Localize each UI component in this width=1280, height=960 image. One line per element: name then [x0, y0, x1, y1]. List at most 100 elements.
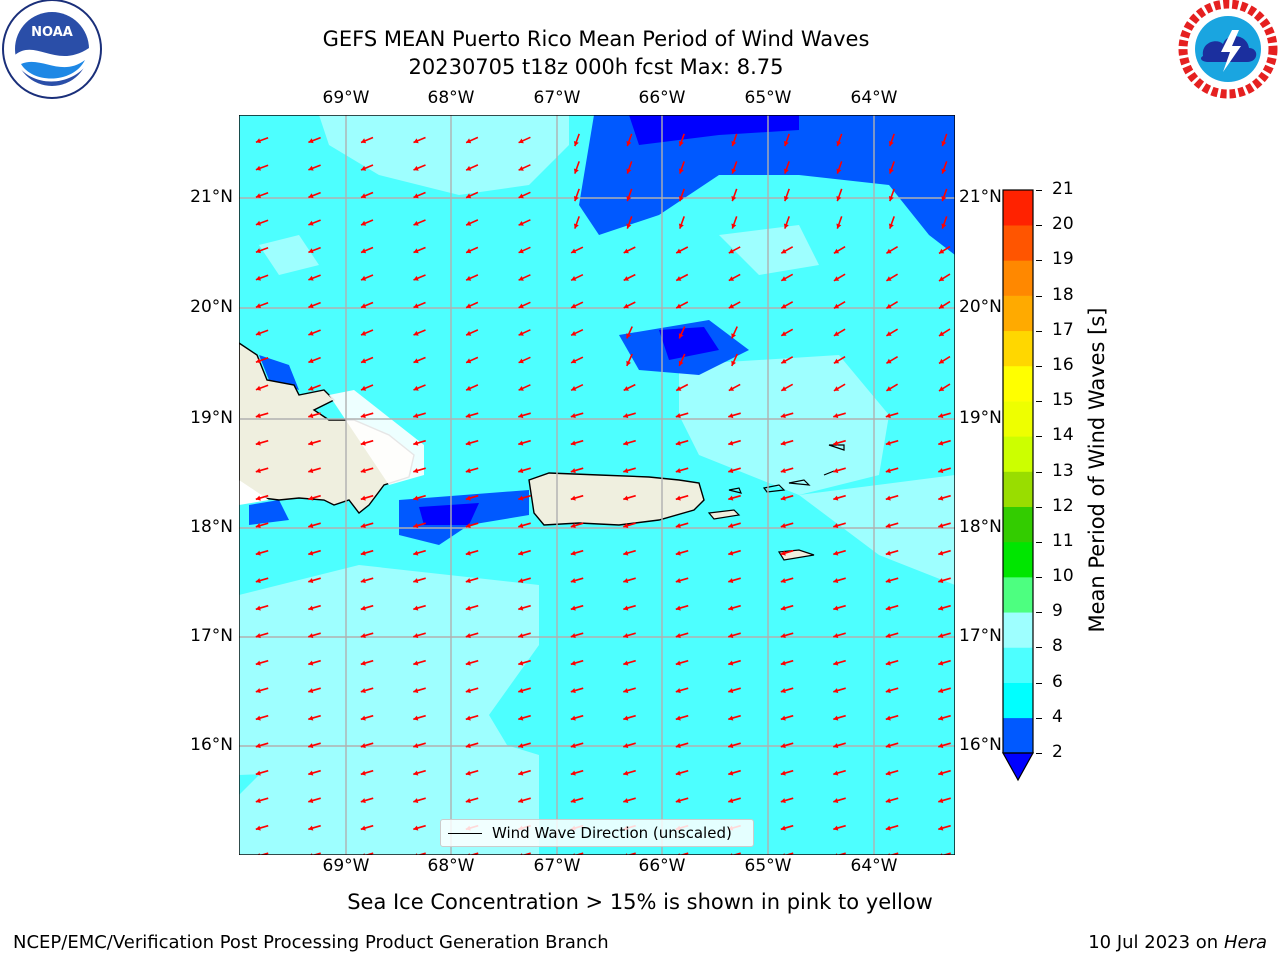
colorbar-tick-label: 13 — [1052, 460, 1074, 481]
wave-direction-arrow — [570, 439, 584, 446]
wave-direction-arrow — [518, 246, 531, 254]
wave-direction-arrow — [623, 769, 636, 776]
wave-direction-arrow — [255, 246, 269, 254]
wave-direction-arrow — [938, 824, 951, 831]
wave-direction-arrow — [780, 604, 794, 611]
wave-direction-arrow — [675, 246, 689, 254]
colorbar-tick-label: 15 — [1052, 390, 1074, 411]
wave-direction-arrow — [623, 659, 636, 666]
wave-direction-arrow — [255, 412, 269, 419]
latitude-label-right: 17°N — [959, 626, 1002, 646]
wave-direction-arrow — [728, 494, 741, 501]
land-mask — [239, 390, 424, 505]
wave-direction-arrow — [465, 714, 479, 721]
wave-direction-arrow — [465, 467, 479, 474]
colorbar-tick-mark — [1036, 647, 1042, 649]
wave-direction-arrow — [413, 219, 426, 226]
wave-direction-arrow — [885, 383, 899, 392]
wave-direction-arrow — [518, 191, 531, 199]
wave-direction-arrow — [728, 301, 741, 309]
colorbar-tick-mark — [1036, 577, 1042, 579]
wave-direction-arrow — [570, 467, 584, 474]
wave-direction-arrow — [833, 604, 846, 611]
wave-direction-arrow — [308, 164, 321, 171]
wave-direction-arrow — [308, 356, 321, 364]
wave-direction-arrow — [783, 161, 790, 174]
wave-direction-arrow — [675, 604, 689, 611]
wave-direction-arrow — [360, 577, 374, 584]
wave-direction-arrow — [728, 273, 741, 282]
wave-direction-arrow — [728, 246, 741, 254]
wave-direction-arrow — [308, 191, 321, 199]
colorbar-tick-label: 16 — [1052, 354, 1074, 375]
wave-direction-arrow — [833, 301, 846, 309]
wave-direction-arrow — [413, 742, 426, 749]
wave-direction-arrow — [255, 494, 269, 501]
wave-direction-arrow — [413, 356, 426, 364]
colorbar-segment — [1003, 647, 1033, 683]
colorbar-segment — [1003, 541, 1033, 578]
wave-direction-arrow — [626, 133, 633, 147]
wave-direction-arrow — [360, 659, 374, 666]
wave-direction-arrow — [413, 191, 426, 199]
wave-direction-arrow — [623, 301, 636, 309]
wave-direction-arrow — [731, 353, 738, 367]
wave-direction-arrow — [728, 577, 741, 584]
colorbar-tick-mark — [1036, 471, 1042, 473]
wave-direction-arrow — [675, 742, 689, 749]
longitude-label-top: 68°W — [427, 88, 475, 108]
wave-direction-arrow — [675, 797, 689, 804]
wave-direction-arrow — [255, 301, 269, 309]
wave-direction-arrow — [570, 742, 584, 749]
colorbar-tick-label: 8 — [1052, 636, 1063, 657]
colorbar-segment — [1003, 612, 1033, 648]
wave-direction-arrow — [938, 245, 951, 255]
wave-direction-arrow — [626, 161, 633, 174]
wave-direction-arrow — [780, 246, 794, 254]
wave-direction-arrow — [308, 742, 321, 749]
wave-direction-arrow — [308, 301, 321, 309]
wave-direction-arrow — [465, 246, 479, 254]
wave-direction-arrow — [941, 133, 948, 147]
wave-direction-arrow — [675, 577, 689, 584]
longitude-label-bottom: 68°W — [427, 856, 475, 876]
wave-direction-arrow — [728, 659, 741, 666]
longitude-label-top: 69°W — [322, 88, 370, 108]
colorbar-tick-label: 6 — [1052, 671, 1063, 692]
wave-direction-arrow — [836, 188, 843, 202]
wave-direction-arrow — [518, 632, 531, 639]
wave-direction-arrow — [465, 274, 479, 281]
wave-direction-arrow — [255, 797, 269, 804]
wave-direction-arrow — [938, 769, 951, 776]
wave-direction-arrow — [308, 136, 321, 144]
wave-direction-arrow — [413, 384, 426, 391]
wave-direction-arrow — [675, 301, 689, 309]
latitude-label-left: 21°N — [190, 187, 233, 207]
wave-direction-arrow — [885, 824, 899, 831]
wave-direction-arrow — [465, 412, 479, 419]
wave-direction-arrow — [308, 632, 321, 639]
wave-direction-arrow — [675, 549, 689, 556]
wave-direction-arrow — [780, 797, 794, 804]
wind-wave-direction-arrows — [255, 133, 951, 855]
wave-direction-arrow — [573, 133, 580, 147]
wave-direction-arrow — [570, 328, 584, 337]
wave-direction-arrow — [518, 549, 531, 556]
wave-direction-arrow — [885, 769, 899, 776]
wave-direction-arrow — [836, 161, 843, 174]
wave-direction-arrow — [623, 383, 636, 392]
wave-direction-arrow — [623, 467, 636, 474]
wave-direction-arrow — [623, 797, 636, 804]
colorbar-tick-mark — [1036, 260, 1042, 262]
colorbar-tick-label: 2 — [1052, 742, 1063, 762]
wave-direction-arrow — [623, 632, 636, 639]
wave-direction-arrow — [626, 188, 633, 202]
wave-direction-arrow — [833, 742, 846, 749]
wave-direction-arrow — [833, 383, 846, 392]
wave-direction-arrow — [623, 714, 636, 721]
colorbar-tick-mark — [1036, 541, 1042, 543]
wave-direction-arrow — [623, 412, 636, 419]
wave-direction-arrow — [413, 714, 426, 721]
wave-direction-arrow — [623, 577, 636, 584]
wave-direction-arrow — [731, 188, 738, 202]
